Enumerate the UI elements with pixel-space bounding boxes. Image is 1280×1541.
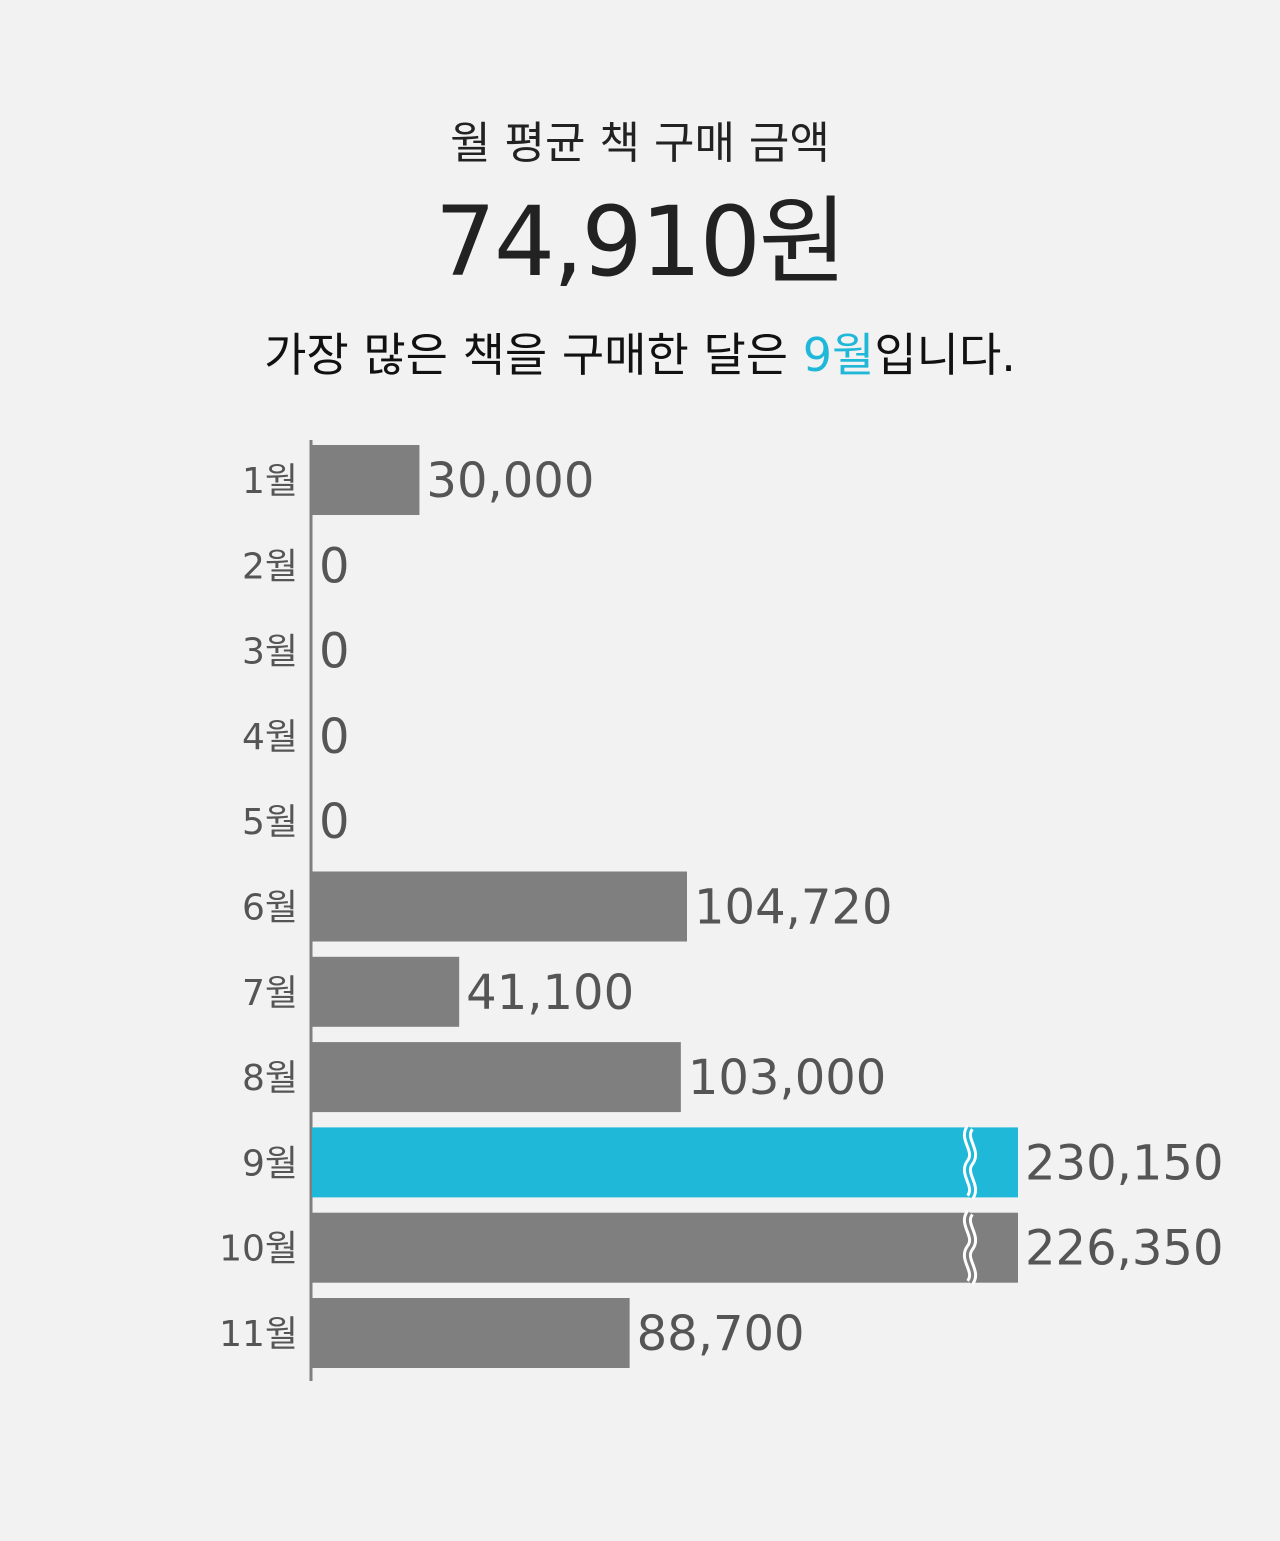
category-label: 10월 (219, 1229, 298, 1270)
value-label: 0 (319, 624, 350, 680)
category-label: 8월 (242, 1058, 298, 1099)
category-label: 2월 (242, 546, 298, 587)
average-amount: 74,910원 (434, 186, 847, 298)
category-label: 4월 (242, 717, 298, 758)
category-label: 6월 (242, 888, 298, 929)
bar (312, 1042, 681, 1113)
value-label: 0 (319, 794, 350, 850)
category-label: 5월 (242, 802, 298, 843)
value-label: 88,700 (637, 1306, 805, 1362)
category-label: 7월 (242, 973, 298, 1014)
axis-break-mark (965, 1211, 975, 1284)
category-label: 1월 (242, 461, 298, 502)
axis-break-mark (965, 1126, 975, 1199)
category-label: 3월 (242, 632, 298, 673)
value-label: 103,000 (688, 1050, 887, 1106)
highlight-sentence: 가장 많은 책을 구매한 달은 9월입니다. (0, 320, 1280, 390)
bar (312, 956, 460, 1027)
value-label: 30,000 (426, 453, 594, 509)
bar (312, 1298, 630, 1368)
value-label: 41,100 (466, 965, 634, 1021)
value-label: 230,150 (1025, 1135, 1224, 1191)
highlight-suffix: 입니다. (874, 328, 1016, 382)
value-label: 226,350 (1025, 1221, 1224, 1277)
bar-highlight (312, 1127, 1018, 1198)
value-label: 0 (319, 709, 350, 765)
bar (312, 871, 687, 942)
highlight-month: 9월 (802, 328, 875, 382)
value-label: 104,720 (694, 880, 893, 936)
bar (312, 445, 420, 515)
value-label: 0 (319, 538, 350, 594)
category-label: 9월 (242, 1143, 298, 1184)
chart-title: 월 평균 책 구매 금액 (450, 118, 830, 169)
category-label: 11월 (219, 1314, 298, 1355)
bar (312, 1212, 1018, 1283)
highlight-prefix: 가장 많은 책을 구매한 달은 (264, 328, 803, 382)
